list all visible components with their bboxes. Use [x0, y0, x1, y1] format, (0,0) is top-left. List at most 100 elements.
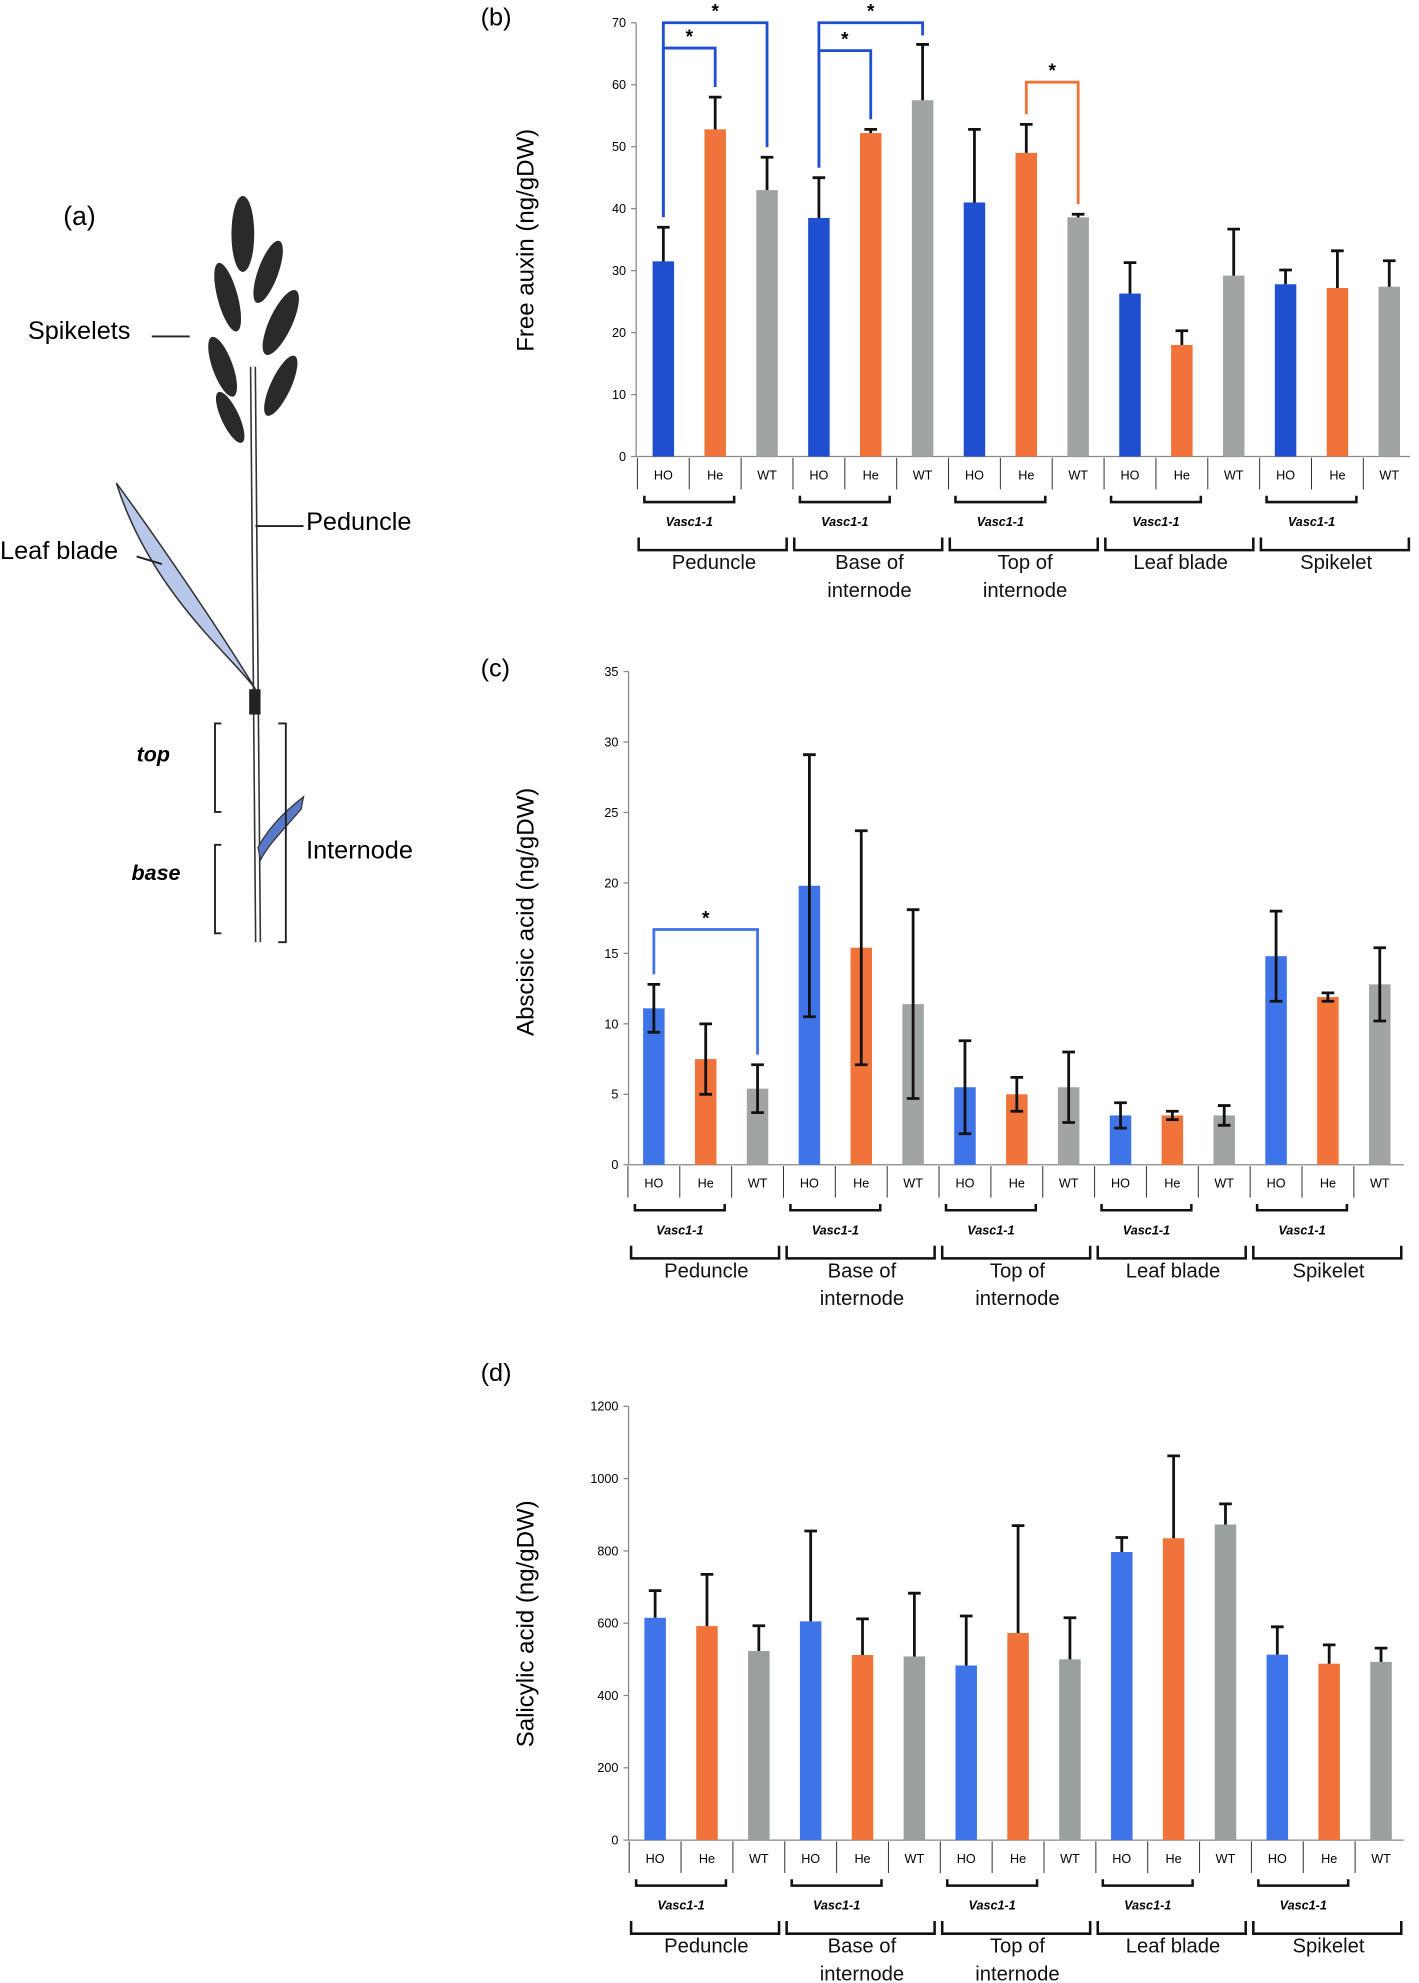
- category-bracket: [1096, 1245, 1247, 1260]
- x-tick-label: WT: [757, 468, 777, 482]
- error-bar: [1219, 1502, 1232, 1525]
- error-bar: [1374, 1646, 1388, 1662]
- significance-bracket: [652, 928, 759, 1055]
- y-tick-label: 400: [597, 1689, 618, 1703]
- x-tick-label: He: [1164, 1177, 1180, 1191]
- y-axis-title: Abscisic acid (ng/gDW): [513, 788, 540, 1036]
- label: Peduncle: [306, 508, 411, 536]
- x-tick-label: He: [698, 1177, 714, 1191]
- group-label: Vasc1-1: [813, 1899, 860, 1913]
- y-tick-label: 30: [604, 735, 618, 749]
- x-tick-label: WT: [1371, 1852, 1391, 1866]
- bar: [808, 217, 830, 457]
- y-tick-label: 50: [612, 140, 626, 154]
- group-bracket: [1265, 495, 1358, 504]
- error-bar: [968, 127, 981, 203]
- bar: [1111, 1551, 1133, 1841]
- error-bar: [812, 176, 826, 218]
- error-bar: [699, 1022, 713, 1096]
- error-bar: [1167, 1454, 1180, 1539]
- x-tick-label: WT: [913, 468, 933, 482]
- bar: [1119, 293, 1141, 457]
- bar: [1370, 1661, 1392, 1841]
- x-tick-label: HO: [955, 1177, 974, 1191]
- x-tick-label: HO: [957, 1852, 976, 1866]
- category-bracket: [940, 1921, 1092, 1935]
- x-tick-label: WT: [1370, 1177, 1390, 1191]
- category-label-box: Leaf blade: [1126, 1261, 1221, 1282]
- error-bar: [1373, 946, 1387, 1023]
- x-tick-label: HO: [1268, 1852, 1287, 1866]
- bar: [955, 1665, 977, 1841]
- group-bracket: [1101, 1879, 1194, 1887]
- y-tick-label: 10: [604, 1017, 618, 1031]
- bar: [1007, 1632, 1029, 1841]
- error-bar: [1010, 1075, 1024, 1113]
- x-tick-label: HO: [1112, 1852, 1131, 1866]
- group-label: Vasc1-1: [656, 1223, 703, 1237]
- bar: [1171, 345, 1193, 457]
- category-label-box: Spikelet: [1293, 1936, 1365, 1957]
- x-tick-label: WT: [1216, 1852, 1236, 1866]
- category-label-box: Base of internode: [827, 553, 911, 602]
- category-label-box: Leaf blade: [1126, 1936, 1221, 1957]
- y-tick-label: 200: [597, 1761, 618, 1775]
- category-label-box: Base of internode: [820, 1261, 904, 1310]
- bar: [1369, 984, 1391, 1165]
- bracket: [278, 722, 287, 944]
- y-tick-label: 1000: [590, 1472, 618, 1486]
- leaf-sheath: [257, 795, 305, 862]
- category-label-box: Peduncle: [664, 1936, 748, 1957]
- x-tick-label: HO: [646, 1852, 665, 1866]
- x-tick-label: He: [863, 468, 879, 482]
- error-bar: [1382, 259, 1396, 287]
- category-bracket: [1096, 1921, 1247, 1935]
- x-tick-label: HO: [1267, 1177, 1286, 1191]
- bar: [903, 1656, 926, 1841]
- bar: [748, 1651, 770, 1841]
- error-bar: [1269, 909, 1283, 1003]
- group-label: Vasc1-1: [1280, 1899, 1327, 1913]
- category-label-box: Top of internode: [975, 1936, 1059, 1983]
- group-bracket: [643, 495, 736, 504]
- bar: [1067, 217, 1089, 457]
- category-label: Peduncle: [664, 1260, 749, 1283]
- stem-inner: [251, 366, 260, 943]
- group-label: Vasc1-1: [1132, 515, 1179, 529]
- label: Spikelets: [28, 317, 131, 345]
- y-tick-label: 10: [612, 388, 626, 402]
- group-label: Vasc1-1: [967, 1223, 1014, 1237]
- bar: [851, 1655, 874, 1841]
- category-label-box: Peduncle: [672, 553, 756, 574]
- panel-label: (c): [481, 655, 510, 683]
- bar: [1057, 1087, 1080, 1165]
- y-tick-label: 20: [612, 326, 626, 340]
- y-tick-label: 25: [604, 806, 618, 820]
- bar: [1015, 152, 1038, 457]
- panel-label: (a): [63, 201, 95, 231]
- x-tick-label: WT: [1379, 468, 1399, 482]
- group-bracket: [954, 495, 1047, 504]
- group-bracket: [633, 1203, 726, 1212]
- error-bar: [1063, 1616, 1077, 1660]
- group-label: Vasc1-1: [821, 515, 868, 529]
- significance-label: *: [711, 2, 719, 23]
- bar: [643, 1008, 665, 1165]
- error-bar: [908, 1591, 921, 1657]
- x-tick-label: HO: [654, 468, 673, 482]
- error-bar: [751, 1063, 764, 1115]
- x-tick-label: He: [1174, 468, 1190, 482]
- category-label: Top of internode: [975, 1260, 1060, 1311]
- y-tick-label: 20: [604, 876, 618, 890]
- category-label: Spikelet: [1292, 1260, 1365, 1283]
- error-bar: [647, 982, 661, 1034]
- error-bar: [752, 1624, 766, 1652]
- bar: [704, 129, 726, 457]
- group-label: Vasc1-1: [812, 1223, 859, 1237]
- error-bar: [708, 95, 722, 130]
- error-bar: [1114, 1101, 1127, 1130]
- significance-label: *: [867, 2, 875, 23]
- category-label: Leaf blade: [1133, 552, 1228, 575]
- x-tick-label: HO: [801, 1852, 820, 1866]
- group-bracket: [1255, 1203, 1349, 1212]
